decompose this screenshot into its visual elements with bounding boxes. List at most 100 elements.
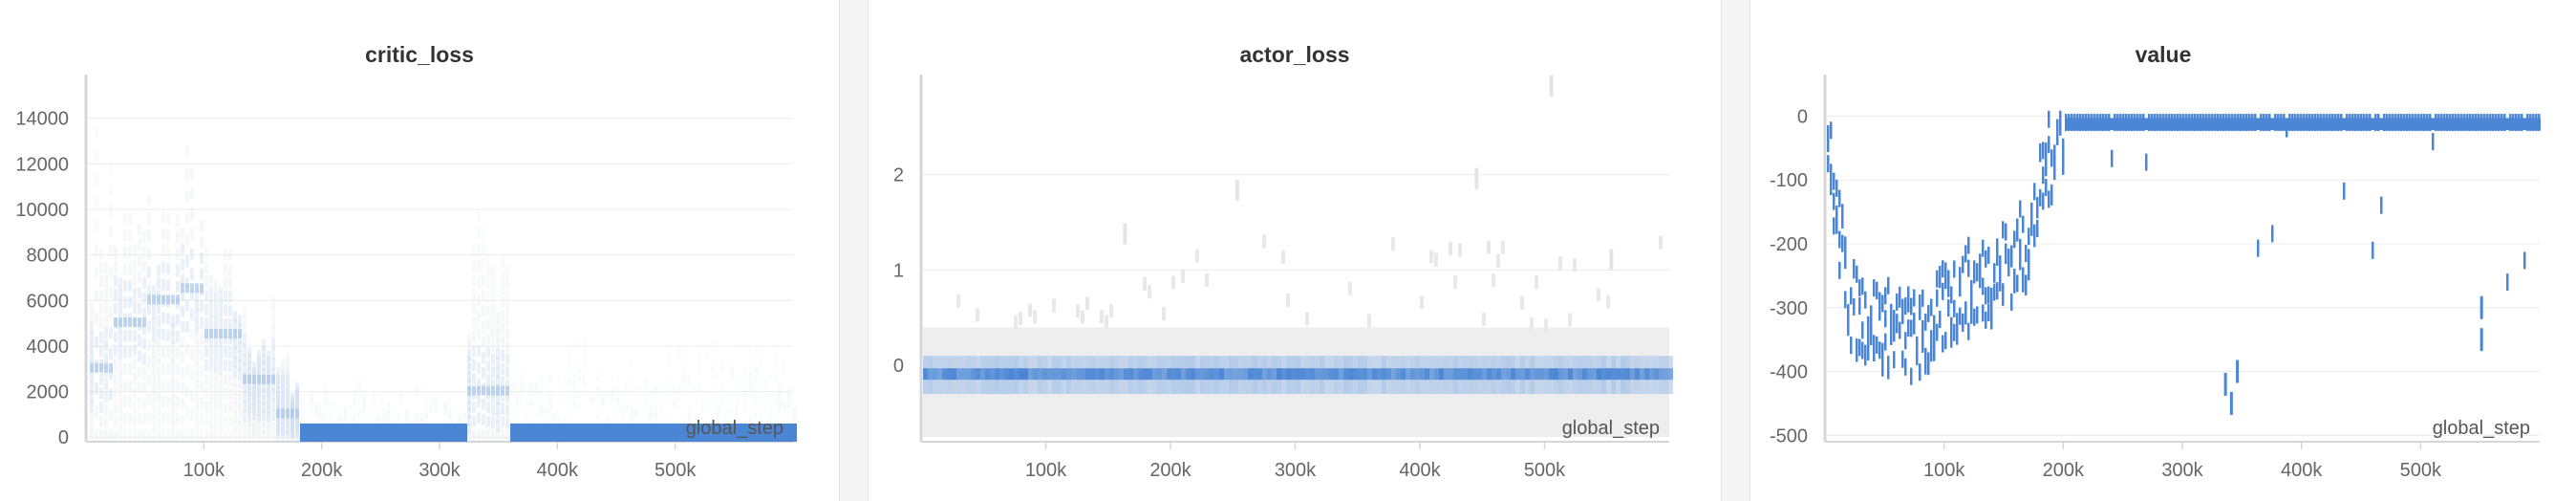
density-cell bbox=[133, 401, 137, 413]
density-cell bbox=[176, 231, 180, 244]
median-cell bbox=[1353, 368, 1358, 381]
density-cell bbox=[740, 351, 743, 363]
value-point bbox=[2523, 118, 2526, 131]
value-point bbox=[1933, 332, 1936, 350]
density-cell bbox=[267, 350, 270, 362]
density-cell bbox=[200, 235, 204, 248]
density-cell bbox=[759, 412, 762, 425]
density-cell bbox=[262, 387, 266, 400]
density-cell bbox=[257, 429, 261, 442]
value-point bbox=[2363, 118, 2366, 131]
value-point bbox=[1901, 350, 1904, 368]
density-cell bbox=[166, 313, 170, 325]
density-cell bbox=[405, 410, 409, 423]
density-cell bbox=[491, 328, 495, 340]
density-cell-dense bbox=[462, 423, 467, 442]
density-cell bbox=[505, 417, 509, 429]
density-cell bbox=[276, 396, 280, 408]
value-point bbox=[2440, 118, 2443, 131]
density-cell bbox=[161, 396, 165, 408]
value-point bbox=[2048, 110, 2050, 128]
value-point bbox=[1878, 292, 1881, 310]
value-point bbox=[1956, 315, 1959, 333]
density-cell-dense bbox=[424, 423, 429, 442]
density-cell bbox=[157, 391, 161, 403]
median-cell bbox=[1152, 368, 1157, 381]
outlier-cell bbox=[1520, 295, 1524, 310]
density-cell-dense bbox=[429, 423, 434, 442]
density-cell bbox=[271, 419, 275, 431]
density-cell bbox=[429, 399, 433, 411]
density-cell bbox=[577, 375, 581, 387]
density-cell bbox=[204, 261, 208, 273]
density-cell bbox=[157, 403, 161, 416]
density-cell bbox=[147, 375, 151, 387]
value-point bbox=[2518, 118, 2521, 131]
density-cell bbox=[778, 381, 782, 394]
density-cell-dense bbox=[553, 423, 558, 442]
density-cell bbox=[247, 423, 251, 435]
density-cell bbox=[114, 387, 118, 400]
x-tick-label: 200k bbox=[1149, 460, 1191, 481]
value-point bbox=[2501, 118, 2503, 131]
density-cell bbox=[185, 277, 189, 290]
density-cell bbox=[171, 315, 175, 327]
density-cell bbox=[195, 342, 199, 355]
density-cell bbox=[228, 304, 232, 316]
density-cell bbox=[233, 347, 237, 359]
density-cell-dense bbox=[668, 423, 673, 442]
density-cell bbox=[200, 333, 204, 345]
density-cell bbox=[415, 411, 419, 424]
density-cell bbox=[386, 403, 390, 415]
density-cell-median bbox=[472, 385, 476, 396]
value-point bbox=[2380, 196, 2383, 214]
density-cell bbox=[525, 409, 528, 422]
density-cell bbox=[118, 418, 122, 430]
density-cell bbox=[467, 341, 471, 354]
density-cell bbox=[295, 396, 299, 408]
density-cell bbox=[161, 261, 165, 273]
value-point bbox=[1861, 341, 1864, 359]
density-cell bbox=[362, 395, 366, 407]
density-cell bbox=[505, 366, 509, 379]
median-cell bbox=[1023, 368, 1028, 381]
density-cell bbox=[419, 413, 423, 425]
density-cell bbox=[267, 423, 270, 435]
density-cell-median bbox=[267, 374, 270, 384]
median-cell bbox=[961, 368, 966, 381]
density-cell bbox=[219, 309, 223, 321]
density-cell bbox=[286, 387, 290, 400]
density-cell bbox=[539, 409, 543, 422]
density-cell bbox=[477, 328, 481, 340]
density-cell bbox=[252, 419, 256, 431]
density-cell-dense bbox=[701, 423, 706, 442]
median-cell bbox=[1578, 368, 1582, 381]
density-cell bbox=[209, 310, 213, 322]
value-point bbox=[2188, 118, 2191, 131]
density-cell bbox=[181, 290, 184, 302]
density-cell bbox=[228, 318, 232, 331]
density-cell bbox=[133, 288, 137, 300]
y-tick-label: -100 bbox=[1770, 170, 1808, 191]
density-cell bbox=[95, 405, 98, 418]
density-cell bbox=[195, 289, 199, 301]
density-cell bbox=[214, 359, 218, 372]
density-cell bbox=[185, 364, 189, 377]
outlier-cell bbox=[1429, 250, 1433, 264]
density-cell bbox=[181, 429, 184, 442]
density-cell bbox=[224, 415, 227, 427]
density-cell bbox=[252, 366, 256, 379]
density-cell bbox=[171, 359, 175, 371]
density-cell bbox=[147, 338, 151, 351]
value-point bbox=[2194, 118, 2197, 131]
value-point bbox=[1936, 323, 1939, 341]
density-cell bbox=[267, 386, 270, 399]
value-point bbox=[1979, 253, 1982, 272]
value-point bbox=[1953, 299, 1956, 317]
density-cell bbox=[644, 389, 648, 402]
value-point bbox=[1990, 312, 1993, 330]
value-point bbox=[1967, 236, 1970, 254]
density-cell-dense bbox=[300, 423, 305, 442]
value-point bbox=[2437, 118, 2440, 131]
density-cell bbox=[348, 405, 352, 418]
